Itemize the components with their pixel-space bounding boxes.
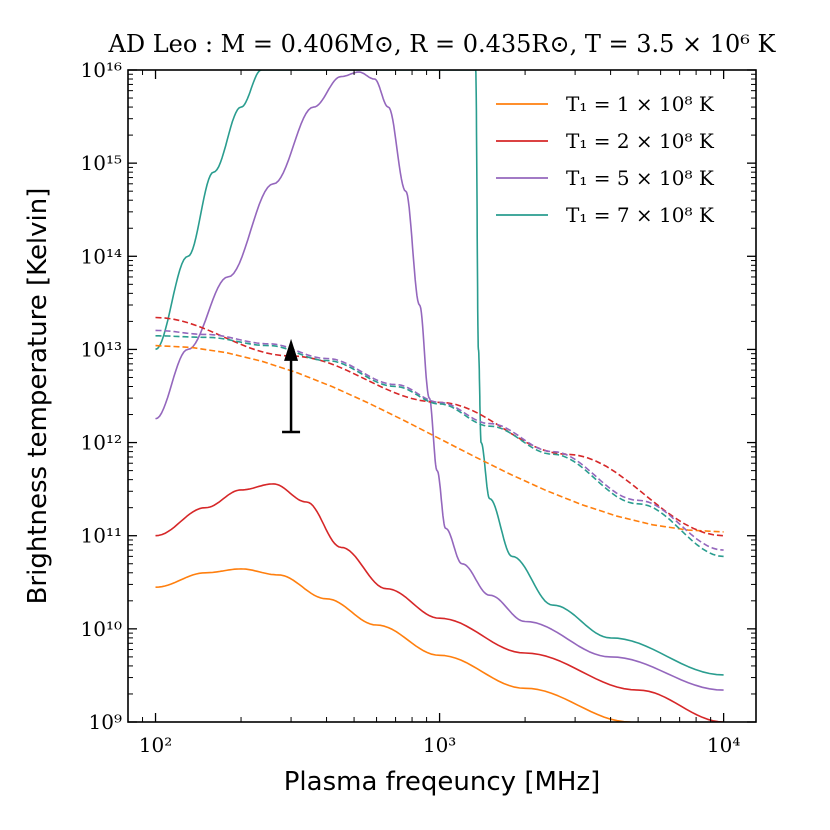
legend-label: T₁ = 1 × 10⁸ K: [566, 92, 715, 116]
series-line-8-dashed: [155, 335, 724, 558]
series-layer: [155, 70, 724, 722]
y-axis-label: Brightness temperature [Kelvin]: [23, 188, 53, 605]
legend-label: T₁ = 7 × 10⁸ K: [566, 203, 715, 227]
y-tick-label: 10¹⁴: [81, 244, 122, 268]
y-tick-label: 10¹⁰: [81, 617, 122, 641]
x-tick-label: 10⁴: [707, 733, 740, 757]
y-tick-label: 10⁹: [89, 710, 122, 734]
legend: T₁ = 1 × 10⁸ K T₁ = 2 × 10⁸ K T₁ = 5 × 10⁸…: [496, 92, 715, 227]
y-tick-label: 10¹¹: [81, 524, 122, 548]
x-axis-label: Plasma freqeuncy [MHz]: [284, 767, 601, 797]
annotation-layer: [282, 338, 301, 434]
x-tick-label: 10²: [139, 733, 172, 757]
series-line-2-solid: [155, 483, 724, 722]
y-tick-label: 10¹⁶: [81, 58, 122, 82]
series-line-3-solid: [155, 71, 724, 691]
legend-label: T₁ = 2 × 10⁸ K: [566, 129, 715, 153]
series-line-1-solid: [155, 568, 631, 722]
x-tick-label: 10³: [423, 733, 456, 757]
series-line-7-dashed: [155, 329, 724, 551]
series-line-4-solid: [155, 70, 724, 676]
y-tick-label: 10¹²: [81, 431, 122, 455]
legend-label: T₁ = 5 × 10⁸ K: [566, 166, 715, 190]
axes-layer: 10⁹ 10¹⁰ 10¹¹ 10¹² 10¹³ 10¹⁴ 10¹⁵ 10¹⁶ 10² 10³ 10⁴: [81, 58, 757, 757]
y-tick-label: 10¹³: [81, 337, 122, 361]
chart-title: AD Leo : M = 0.406M⊙, R = 0.435R⊙, T = 3…: [108, 30, 777, 58]
series-line-6-dashed: [155, 316, 724, 537]
lower-limit-arrow: [282, 338, 301, 434]
y-tick-label: 10¹⁵: [81, 151, 122, 175]
series-line-5-dashed: [155, 344, 724, 533]
plot-frame: [127, 69, 757, 723]
